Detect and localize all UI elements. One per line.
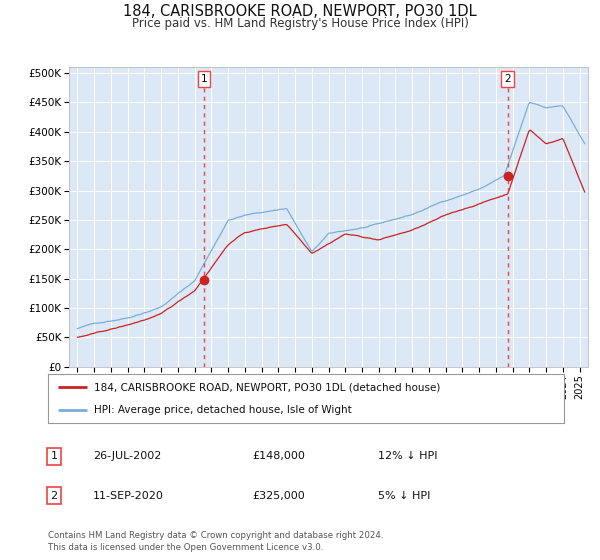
- Text: 5% ↓ HPI: 5% ↓ HPI: [378, 491, 430, 501]
- Text: Price paid vs. HM Land Registry's House Price Index (HPI): Price paid vs. HM Land Registry's House …: [131, 17, 469, 30]
- Text: 12% ↓ HPI: 12% ↓ HPI: [378, 451, 437, 461]
- Text: 26-JUL-2002: 26-JUL-2002: [93, 451, 161, 461]
- Text: 1: 1: [200, 74, 207, 84]
- Text: HPI: Average price, detached house, Isle of Wight: HPI: Average price, detached house, Isle…: [94, 405, 352, 416]
- Text: 184, CARISBROOKE ROAD, NEWPORT, PO30 1DL: 184, CARISBROOKE ROAD, NEWPORT, PO30 1DL: [123, 4, 477, 19]
- Text: 184, CARISBROOKE ROAD, NEWPORT, PO30 1DL (detached house): 184, CARISBROOKE ROAD, NEWPORT, PO30 1DL…: [94, 382, 441, 393]
- Text: 2: 2: [50, 491, 58, 501]
- Text: Contains HM Land Registry data © Crown copyright and database right 2024.
This d: Contains HM Land Registry data © Crown c…: [48, 531, 383, 552]
- Text: 1: 1: [50, 451, 58, 461]
- Text: £325,000: £325,000: [252, 491, 305, 501]
- Text: 11-SEP-2020: 11-SEP-2020: [93, 491, 164, 501]
- Text: 2: 2: [505, 74, 511, 84]
- Text: £148,000: £148,000: [252, 451, 305, 461]
